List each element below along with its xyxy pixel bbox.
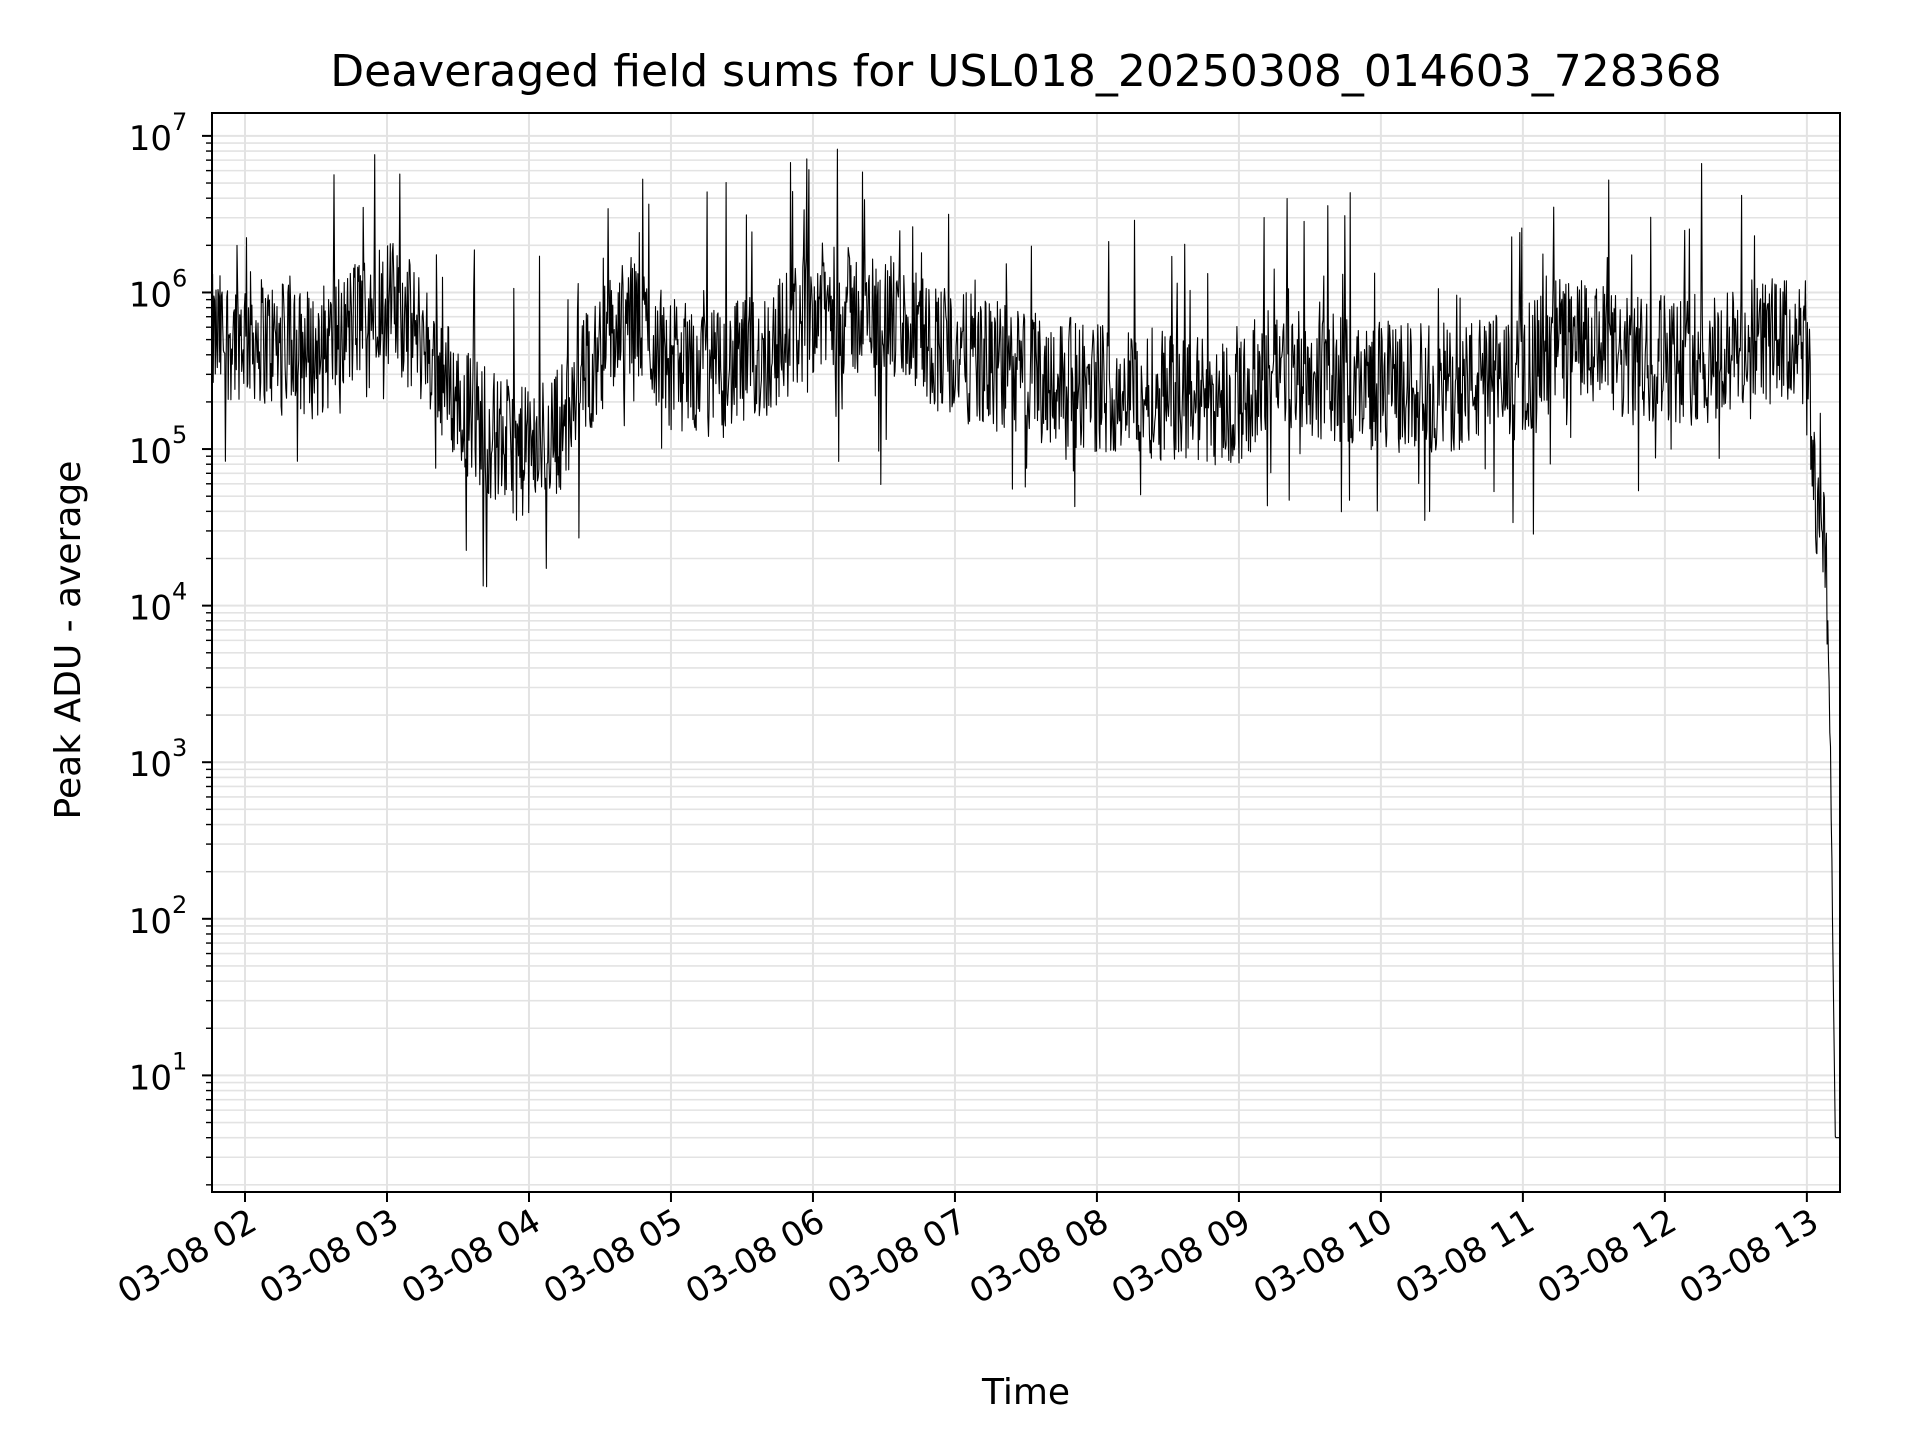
y-tick-exponent: 1: [172, 1047, 187, 1075]
y-tick-exponent: 4: [172, 578, 187, 606]
y-tick-exponent: 7: [172, 108, 187, 136]
y-tick-exponent: 6: [172, 264, 187, 292]
y-tick-label: 10: [129, 432, 172, 472]
data-series-line: [211, 148, 1840, 1139]
line-layer: [211, 148, 1840, 1139]
x-axis-label: Time: [981, 1372, 1070, 1413]
y-tick-label: 10: [129, 119, 172, 159]
y-tick-label: 10: [129, 745, 172, 785]
y-axis-label: Peak ADU - average: [48, 461, 89, 820]
y-tick-label: 10: [129, 1058, 172, 1098]
y-tick-label: 10: [129, 589, 172, 629]
y-tick-label: 10: [129, 902, 172, 942]
y-tick-exponent: 2: [172, 891, 187, 919]
chart-title: Deaveraged field sums for USL018_2025030…: [330, 46, 1722, 97]
y-tick-label: 10: [129, 275, 172, 315]
y-tick-exponent: 5: [172, 421, 187, 449]
y-tick-exponent: 3: [172, 734, 187, 762]
grid-layer: [212, 113, 1840, 1192]
